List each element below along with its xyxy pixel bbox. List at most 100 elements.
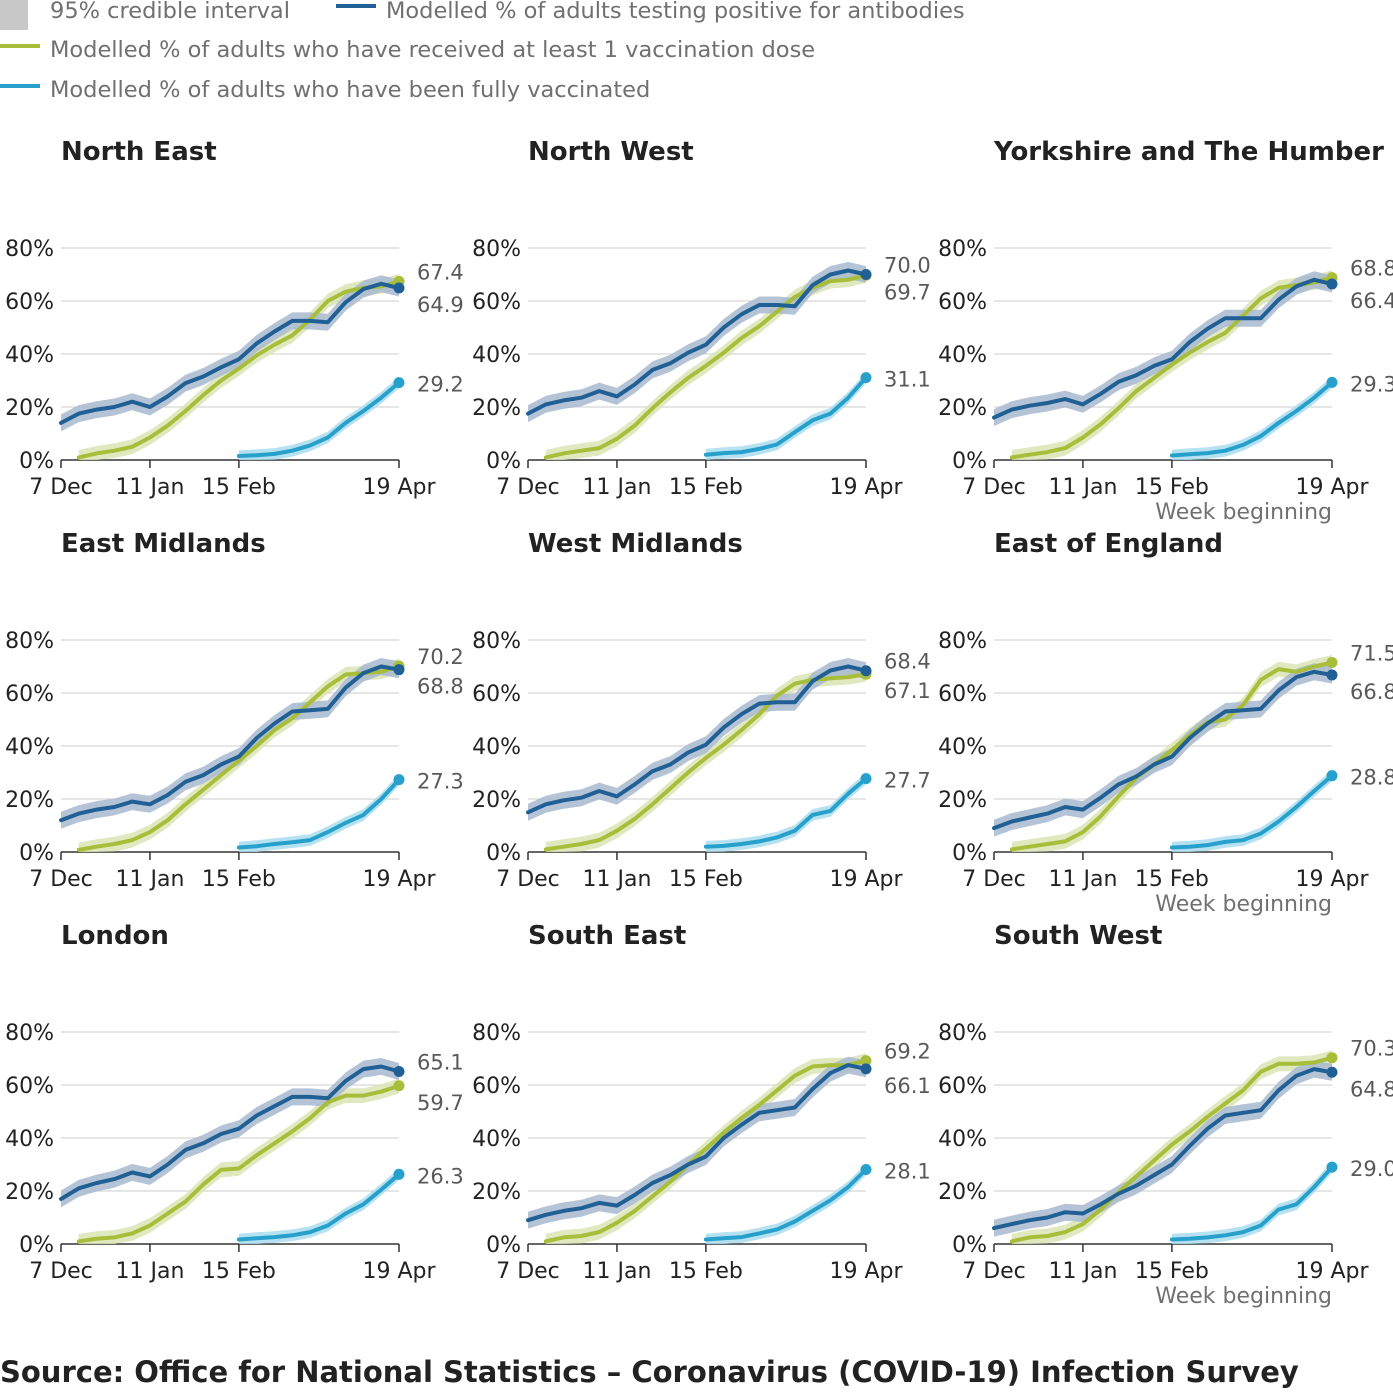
- end-value-label: 68.8: [1350, 257, 1393, 281]
- x-tick-label: 7 Dec: [29, 1259, 93, 1284]
- panel: East of England 80% 60% 40% 20% 0%7 Dec 11 Jan…: [938, 529, 1393, 917]
- antibodies-end-point: [1326, 1066, 1338, 1078]
- panel: North West 80% 60% 40% 20% 0%7 Dec 11 Jan 15 Fe…: [472, 137, 931, 500]
- x-axis-title: Week beginning: [1155, 892, 1332, 917]
- antibodies-swatch: [336, 4, 376, 8]
- x-tick-label: 7 Dec: [962, 867, 1026, 892]
- x-tick-label: 7 Dec: [962, 1259, 1026, 1284]
- legend-fully-vaccinated-label: Modelled % of adults who have been fully…: [50, 77, 651, 103]
- first-dose-line: [1009, 660, 1334, 852]
- y-tick-label: 40%: [5, 343, 54, 368]
- x-tick-label: 19 Apr: [1295, 475, 1369, 500]
- antibodies-line: [526, 1063, 868, 1223]
- y-tick-label: 80%: [5, 237, 54, 262]
- antibodies-end-point: [860, 1063, 872, 1075]
- end-value-label: 65.1: [417, 1050, 464, 1074]
- antibodies-end-point: [1326, 278, 1338, 290]
- end-value-label: 27.7: [884, 769, 931, 793]
- panel-title: North East: [61, 137, 217, 167]
- fully-vaccinated-line: [236, 777, 401, 850]
- x-tick-label: 7 Dec: [962, 475, 1026, 500]
- x-tick-label: 15 Feb: [202, 1259, 276, 1284]
- y-tick-label: 40%: [472, 1127, 521, 1152]
- antibodies-line: [59, 1064, 401, 1201]
- x-tick-label: 15 Feb: [1135, 475, 1209, 500]
- panel: East Midlands 80% 60% 40% 20% 0%7 Dec 11 Jan 15…: [5, 529, 464, 892]
- end-value-label: 64.8: [1350, 1077, 1393, 1101]
- interval-swatch: [0, 0, 28, 30]
- panel-title: London: [61, 921, 169, 951]
- end-value-label: 64.9: [417, 293, 464, 317]
- y-tick-label: 40%: [938, 1127, 987, 1152]
- fully-vaccinated-end-point: [393, 1168, 405, 1180]
- fully-vaccinated-line: [1169, 380, 1334, 458]
- fully-vaccinated-interval: [705, 371, 866, 460]
- y-tick-label: 60%: [5, 1074, 54, 1099]
- fully-vaccinated-end-point: [1326, 376, 1338, 388]
- x-tick-label: 19 Apr: [1295, 867, 1369, 892]
- x-tick-label: 11 Jan: [582, 1259, 651, 1284]
- x-tick-label: 19 Apr: [1295, 1259, 1369, 1284]
- first-dose-line: [76, 1083, 401, 1244]
- first-dose-end-point: [1326, 1052, 1338, 1064]
- end-value-label: 67.4: [417, 260, 464, 284]
- antibodies-line: [59, 281, 401, 425]
- y-tick-label: 80%: [472, 629, 521, 654]
- x-tick-label: 19 Apr: [362, 475, 436, 500]
- y-tick-label: 60%: [938, 1074, 987, 1099]
- y-tick-label: 20%: [472, 1180, 521, 1205]
- first-dose-swatch: [0, 44, 40, 48]
- y-tick-label: 0%: [19, 449, 54, 474]
- fully-vaccinated-interval: [705, 772, 866, 852]
- antibodies-interval: [528, 1056, 866, 1229]
- fully-vaccinated-interval: [238, 376, 399, 460]
- x-tick-label: 15 Feb: [669, 1259, 743, 1284]
- x-tick-label: 15 Feb: [1135, 1259, 1209, 1284]
- end-value-label: 66.4: [1350, 289, 1393, 313]
- x-tick-label: 11 Jan: [1048, 1259, 1117, 1284]
- end-value-label: 71.5: [1350, 642, 1393, 666]
- panel-title: Yorkshire and The Humber: [993, 137, 1384, 167]
- end-value-label: 70.2: [417, 645, 464, 669]
- end-value-label: 29.3: [1350, 372, 1393, 396]
- y-tick-label: 20%: [938, 788, 987, 813]
- y-tick-label: 20%: [472, 788, 521, 813]
- y-tick-label: 20%: [5, 1180, 54, 1205]
- y-tick-label: 60%: [5, 290, 54, 315]
- first-dose-line: [1009, 275, 1334, 460]
- first-dose-line: [76, 664, 401, 852]
- fully-vaccinated-end-point: [393, 774, 405, 786]
- x-tick-label: 11 Jan: [1048, 867, 1117, 892]
- antibodies-line: [526, 664, 868, 815]
- y-tick-label: 0%: [952, 841, 987, 866]
- legend-first-dose-label: Modelled % of adults who have received a…: [50, 37, 816, 63]
- panel-title: North West: [528, 137, 694, 167]
- x-tick-label: 11 Jan: [582, 475, 651, 500]
- first-dose-end-point: [860, 1055, 872, 1067]
- panel-title: East Midlands: [61, 529, 266, 559]
- x-tick-label: 11 Jan: [115, 1259, 184, 1284]
- fully-vaccinated-line: [1169, 773, 1334, 850]
- first-dose-end-point: [393, 1080, 405, 1092]
- panel: South East 80% 60% 40% 20% 0%7 Dec 11 Jan 15 Fe…: [472, 921, 931, 1284]
- y-tick-label: 40%: [938, 735, 987, 760]
- antibodies-line: [992, 1067, 1334, 1231]
- y-tick-label: 20%: [472, 396, 521, 421]
- end-value-label: 68.8: [417, 675, 464, 699]
- first-dose-line: [543, 1058, 868, 1244]
- antibodies-end-point: [393, 282, 405, 294]
- antibodies-line: [992, 277, 1334, 420]
- y-tick-label: 0%: [19, 841, 54, 866]
- x-tick-label: 7 Dec: [496, 1259, 560, 1284]
- fully-vaccinated-line: [703, 375, 868, 457]
- fully-vaccinated-line: [1169, 1165, 1334, 1242]
- legend: 95% credible interval Modelled % of adul…: [0, 0, 1393, 110]
- x-tick-label: 15 Feb: [1135, 867, 1209, 892]
- end-value-label: 29.2: [417, 373, 464, 397]
- y-tick-label: 0%: [19, 1233, 54, 1258]
- panel-title: East of England: [994, 529, 1223, 559]
- fully-vaccinated-interval: [1171, 376, 1332, 460]
- antibodies-interval: [528, 658, 866, 821]
- y-tick-label: 60%: [472, 682, 521, 707]
